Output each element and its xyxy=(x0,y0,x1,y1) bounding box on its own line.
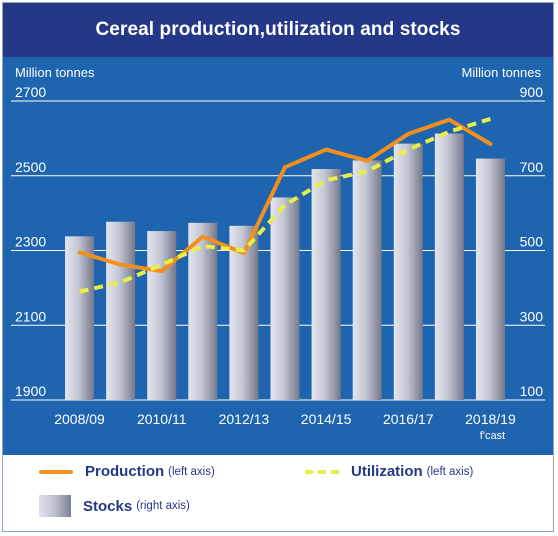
left-axis-tick-label: 2500 xyxy=(15,159,46,175)
left-axis-tick-label: 2700 xyxy=(15,84,46,100)
legend-label-production: Production xyxy=(85,463,165,480)
x-axis-tick-label: 2010/11 xyxy=(137,411,187,427)
chart-frame: Cereal production,utilization and stocks… xyxy=(2,2,554,532)
legend-label-stocks: Stocks xyxy=(83,497,133,515)
x-axis-tick-label: 2008/09 xyxy=(54,411,105,427)
legend-item-utilization: Utilization (left axis) xyxy=(305,463,473,480)
left-axis-tick-label: 1900 xyxy=(15,383,46,399)
right-axis-tick-label: 900 xyxy=(520,84,544,100)
stocks-bar xyxy=(106,221,136,400)
x-axis-tick-label: 2016/17 xyxy=(383,411,434,427)
left-axis-tick-label: 2100 xyxy=(15,308,46,324)
stocks-bar xyxy=(434,133,464,401)
right-axis-unit-label: Million tonnes xyxy=(461,65,542,80)
stocks-bar xyxy=(270,197,300,400)
right-axis-tick-label: 500 xyxy=(520,234,544,250)
legend-note-production: (left axis) xyxy=(168,465,215,478)
legend-note-utilization: (left axis) xyxy=(426,465,474,478)
title-bar: Cereal production,utilization and stocks xyxy=(3,3,553,57)
legend-item-production: Production (left axis) xyxy=(39,463,215,480)
left-axis-unit-label: Million tonnes xyxy=(15,65,95,80)
stocks-bar xyxy=(475,158,505,400)
stocks-bar xyxy=(352,160,382,400)
x-axis-forecast-note: f'cast xyxy=(480,430,505,442)
right-axis-tick-label: 100 xyxy=(520,383,544,399)
chart-title: Cereal production,utilization and stocks xyxy=(95,19,461,40)
left-axis-tick-label: 2300 xyxy=(15,234,46,250)
x-axis-tick-label: 2012/13 xyxy=(219,411,270,427)
right-axis-tick-label: 300 xyxy=(520,308,544,324)
chart-plot: 1900 100 2100 300 2300 500 2500 700 2700 900 2008/… xyxy=(11,84,545,442)
production-line xyxy=(77,117,493,274)
legend: Production (left axis) Utilization (left… xyxy=(3,455,553,531)
utilization-swatch xyxy=(305,469,339,474)
legend-item-stocks: Stocks (right axis) xyxy=(39,495,190,517)
x-axis-tick-label: 2018/19 xyxy=(465,411,516,427)
stocks-bar xyxy=(393,143,423,401)
stocks-bar xyxy=(65,236,95,400)
stocks-bar xyxy=(311,169,341,400)
production-swatch xyxy=(39,469,73,474)
x-axis-tick-label: 2014/15 xyxy=(301,411,352,427)
legend-label-utilization: Utilization xyxy=(351,463,423,480)
stocks-swatch xyxy=(39,495,71,517)
right-axis-tick-label: 700 xyxy=(520,159,544,175)
stocks-bar xyxy=(147,231,177,400)
legend-note-stocks: (right axis) xyxy=(136,500,190,512)
